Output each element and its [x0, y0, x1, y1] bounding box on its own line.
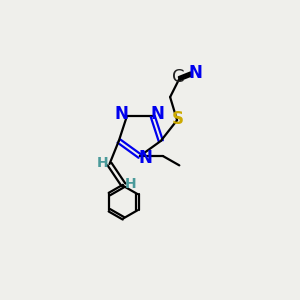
Text: H: H [97, 156, 108, 170]
Text: C: C [172, 68, 184, 86]
Text: N: N [188, 64, 202, 82]
Text: N: N [151, 105, 165, 123]
Text: N: N [115, 105, 129, 123]
Text: S: S [172, 110, 184, 128]
Text: H: H [124, 177, 136, 191]
Text: N: N [139, 149, 153, 167]
